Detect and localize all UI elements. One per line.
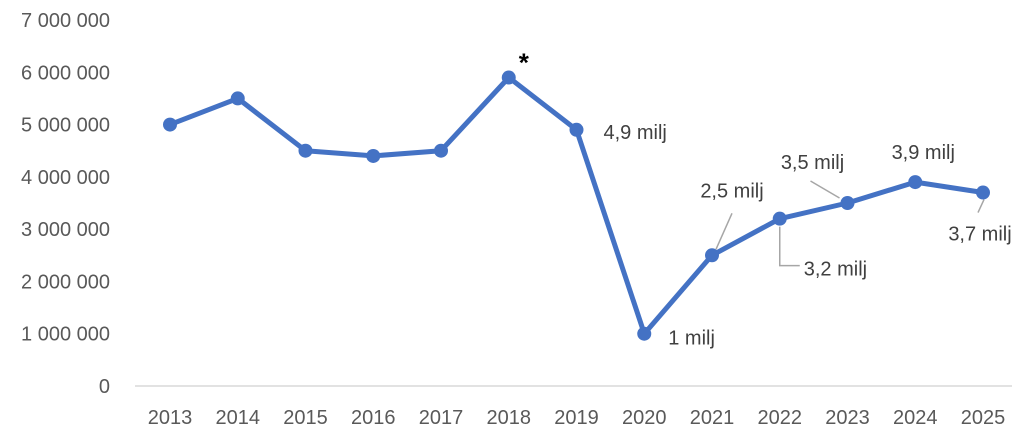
data-label: 3,7 milj [948, 224, 1011, 246]
x-tick-label: 2022 [758, 407, 803, 429]
x-tick-label: 2023 [825, 407, 870, 429]
y-tick-label: 7 000 000 [21, 10, 110, 32]
x-tick-label: 2017 [419, 407, 464, 429]
y-tick-label: 2 000 000 [21, 271, 110, 293]
data-label: 1 milj [668, 328, 715, 350]
x-tick-label: 2024 [893, 407, 938, 429]
data-point [772, 211, 787, 226]
x-tick-label: 2021 [690, 407, 735, 429]
data-points [163, 70, 990, 341]
data-point [163, 117, 177, 132]
data-point [230, 91, 245, 106]
x-tick-label: 2016 [351, 407, 396, 429]
y-tick-label: 4 000 000 [21, 167, 110, 189]
x-tick-label: 2015 [283, 407, 328, 429]
data-point [976, 185, 990, 200]
data-label: 3,9 milj [892, 142, 955, 164]
data-point [908, 175, 923, 190]
annotation-leader-line [779, 226, 800, 267]
y-tick-label: 1 000 000 [21, 324, 110, 346]
data-point [569, 122, 584, 137]
x-tick-label: 2013 [148, 407, 193, 429]
data-point [840, 196, 855, 210]
data-label: 3,5 milj [781, 152, 844, 174]
data-point [366, 148, 381, 163]
data-label: 2,5 milj [700, 180, 763, 202]
y-axis: 0 1 000 000 2 000 000 3 000 000 4 000 000 5 0… [21, 10, 110, 398]
annotation-leader-line [977, 199, 985, 213]
data-point [637, 326, 652, 341]
annotation-leader-line [810, 180, 840, 199]
x-tick-label: 2020 [622, 407, 667, 429]
x-axis: 2013 2014 2015 2016 2017 2018 2019 2020 2021 2022… [148, 407, 1006, 429]
data-point [298, 143, 313, 158]
annotation-leader-lines [715, 180, 985, 267]
y-tick-label: 3 000 000 [21, 219, 110, 241]
data-label: 3,2 milj [804, 259, 867, 281]
data-labels: * 4,9 milj 1 milj 2,5 milj 3,2 milj 3,5 milj 3… [519, 48, 1012, 350]
x-tick-label: 2025 [961, 407, 1006, 429]
data-point [705, 248, 719, 263]
x-tick-label: 2014 [216, 407, 261, 429]
annotation-asterisk: * [519, 48, 530, 78]
x-tick-label: 2018 [487, 407, 532, 429]
data-point [434, 143, 448, 158]
y-tick-label: 5 000 000 [21, 115, 110, 137]
data-point [501, 70, 516, 85]
annotation-leader-line [715, 212, 733, 250]
data-label: 4,9 milj [604, 122, 667, 144]
y-tick-label: 6 000 000 [21, 62, 110, 84]
y-tick-label: 0 [99, 376, 110, 398]
series-line [167, 75, 986, 337]
x-tick-label: 2019 [554, 407, 599, 429]
